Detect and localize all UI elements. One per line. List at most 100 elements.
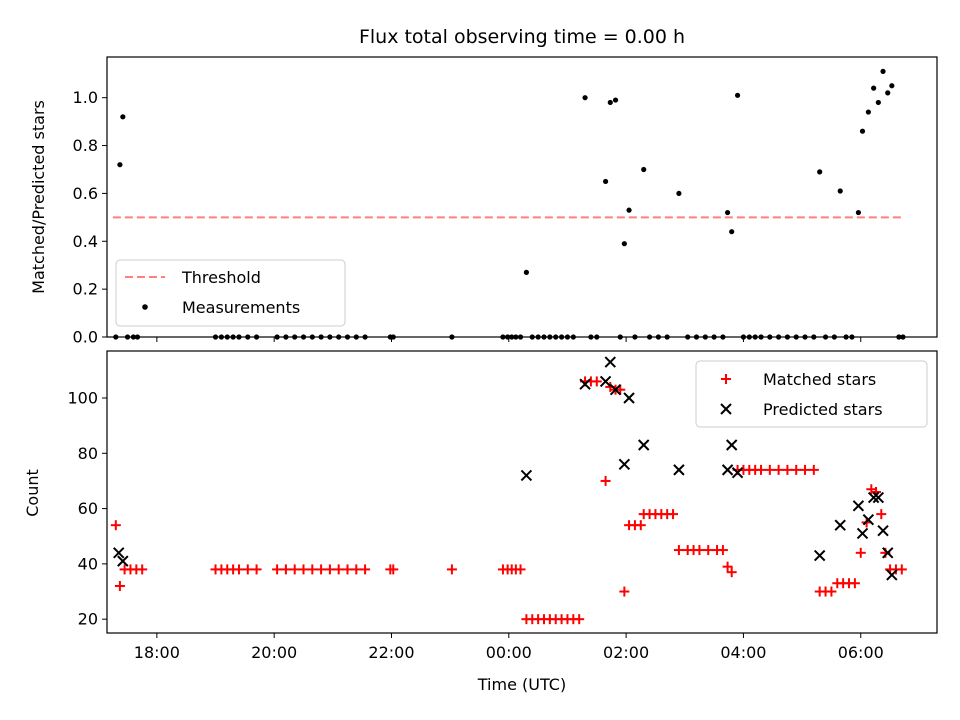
- top-ytick-label-2: 0.4: [73, 232, 98, 251]
- predicted-star-point-6: [609, 383, 622, 396]
- predicted-star-point-8-b: [618, 458, 631, 471]
- predicted-star-point-10-b: [673, 464, 685, 476]
- matched-star-point-78: [808, 464, 819, 475]
- matched-star-point-12: [251, 564, 262, 575]
- matched-star-point-85: [849, 578, 860, 589]
- matched-star-point-77: [800, 464, 811, 475]
- predicted-star-point-13-b: [731, 466, 744, 479]
- bottom-y-axis-label: Count: [23, 469, 42, 517]
- matched-star-point-90: [876, 509, 887, 520]
- measurement-point-48: [621, 241, 627, 247]
- matched-star-point-41: [574, 614, 585, 625]
- matched-star-point-86: [855, 547, 866, 558]
- matched-star-point-5: [137, 564, 148, 575]
- bottom-xtick-label-1: 20:00: [251, 643, 297, 662]
- measurement-point-87: [889, 83, 895, 89]
- predicted-star-point-13: [731, 466, 744, 479]
- measurement-point-84: [875, 99, 881, 106]
- predicted-star-point-23: [886, 569, 898, 581]
- measurement-point-41: [582, 95, 588, 101]
- legend-matched-swatch: [721, 374, 731, 384]
- matched-star-point-10: [233, 564, 244, 575]
- matched-star-point-74: [773, 464, 784, 475]
- predicted-star-point-16: [852, 500, 865, 512]
- predicted-star-point-19: [867, 491, 880, 504]
- top-y-axis-label: Matched/Predicted stars: [29, 100, 48, 294]
- top-ytick-label-5: 1.0: [73, 88, 98, 107]
- matched-star-point-81: [826, 586, 837, 597]
- measurement-point-63: [734, 92, 741, 98]
- predicted-star-point-15: [834, 519, 846, 531]
- predicted-star-point-22: [882, 547, 894, 559]
- measurement-point-83: [871, 85, 877, 91]
- predicted-star-point-1: [117, 555, 129, 567]
- measurement-point-77: [837, 188, 843, 194]
- predicted-star-point-14-b: [813, 549, 826, 562]
- matched-star-point-44: [591, 376, 602, 387]
- matched-star-point-11: [242, 564, 253, 575]
- measurement-point-51: [641, 166, 647, 173]
- predicted-star-point-2: [520, 469, 533, 482]
- legend-matched-marker: [721, 374, 731, 384]
- predicted-star-point-5: [604, 356, 616, 368]
- legend-measurements-swatch: [142, 304, 148, 310]
- measurement-point-85: [880, 68, 886, 74]
- matched-star-point-0: [110, 520, 121, 531]
- predicted-star-point-3: [579, 378, 591, 390]
- predicted-star-point-1-b: [117, 555, 129, 567]
- predicted-star-point-8: [618, 458, 631, 471]
- top-legend-box: [115, 259, 346, 327]
- predicted-star-point-11: [721, 464, 734, 476]
- bottom-y-axis: 20 40 60 80 100: [67, 389, 107, 629]
- top-ytick-label-1: 0.2: [73, 280, 98, 299]
- predicted-star-point-7: [623, 392, 635, 404]
- predicted-star-point-15-b: [834, 519, 846, 531]
- matched-star-point-76: [791, 464, 802, 475]
- predicted-star-point-4-b: [599, 375, 612, 388]
- top-axes-frame: [106, 56, 938, 338]
- matched-star-point-13: [272, 564, 283, 575]
- predicted-star-point-2-b: [520, 469, 533, 482]
- bottom-xtick-label-3: 00:00: [486, 643, 532, 662]
- predicted-star-point-20: [872, 491, 885, 504]
- measurement-point-46: [612, 97, 619, 103]
- predicted-star-point-4: [599, 375, 612, 388]
- predicted-star-point-6-b: [609, 383, 622, 396]
- matched-star-point-16: [298, 564, 309, 575]
- matched-star-point-59: [673, 545, 684, 556]
- matched-star-point-25: [388, 564, 399, 575]
- matched-star-point-26: [446, 564, 457, 575]
- legend-predicted-marker-b: [720, 403, 732, 415]
- predicted-star-point-7-b: [623, 392, 635, 404]
- measurement-point-74: [817, 169, 823, 175]
- matched-star-point-67: [726, 567, 737, 578]
- matched-star-point-49: [619, 586, 630, 597]
- measurement-point-1: [117, 162, 123, 168]
- predicted-star-point-18: [862, 513, 875, 526]
- bottom-ytick-label-0: 20: [78, 610, 98, 629]
- measurement-point-86: [885, 90, 891, 96]
- matched-star-point-14: [280, 564, 291, 575]
- legend-predicted-label: Predicted stars: [763, 400, 883, 419]
- top-ytick-label-4: 0.8: [73, 136, 98, 155]
- measurement-point-49: [626, 207, 632, 213]
- legend-measurements-label: Measurements: [182, 298, 300, 317]
- bottom-xtick-label-0: 18:00: [134, 643, 180, 662]
- bottom-ytick-label-3: 80: [78, 444, 98, 463]
- predicted-star-point-12: [725, 439, 738, 451]
- matched-star-point-17: [307, 564, 318, 575]
- measurement-point-44: [602, 178, 609, 185]
- predicted-star-point-11-b: [721, 464, 734, 476]
- bottom-legend: Matched stars Predicted stars: [695, 360, 928, 428]
- measurement-point-82: [865, 109, 871, 115]
- legend-matched-label: Matched stars: [763, 370, 876, 389]
- predicted-star-point-14: [813, 549, 826, 562]
- predicted-star-point-23-b: [886, 569, 898, 581]
- measurement-point-81: [859, 128, 866, 134]
- matched-star-point-45: [600, 475, 611, 486]
- predicted-star-point-12-b: [725, 439, 738, 451]
- matched-star-point-94: [896, 564, 907, 575]
- matched-star-point-73: [764, 464, 775, 475]
